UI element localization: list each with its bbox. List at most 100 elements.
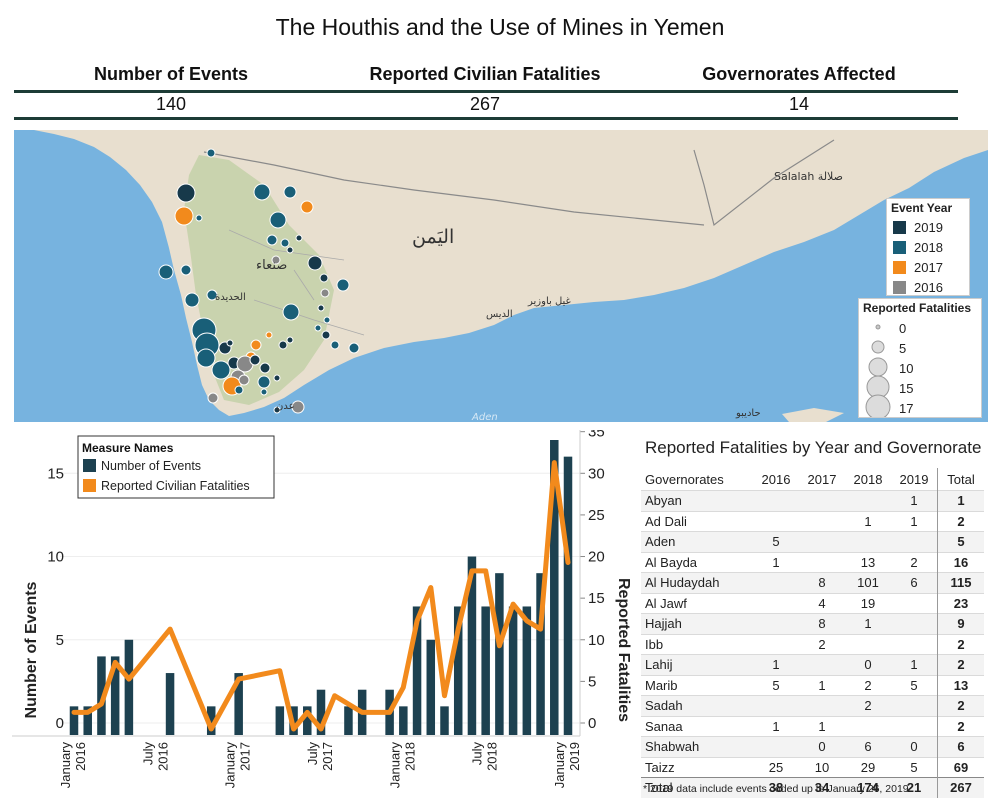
table-row: Ibb 2 2 xyxy=(641,633,984,655)
bar-events[interactable] xyxy=(440,706,449,735)
bar-events[interactable] xyxy=(550,440,559,735)
map-event-point[interactable] xyxy=(234,385,244,395)
map-event-point[interactable] xyxy=(253,183,271,201)
map-event-point[interactable] xyxy=(330,340,340,350)
bar-events[interactable] xyxy=(234,673,243,735)
event-map[interactable]: اليَمن صنعاء الحديدة Salalah صلالة غيل ب… xyxy=(14,130,988,422)
map-event-point[interactable] xyxy=(320,288,330,298)
table-row: Ad Dali 1 1 2 xyxy=(641,510,984,532)
legend-year-2017[interactable]: 2017 xyxy=(887,257,969,277)
map-event-point[interactable] xyxy=(314,324,322,332)
bar-events[interactable] xyxy=(206,706,216,735)
bar-events[interactable] xyxy=(412,606,422,735)
bar-events[interactable] xyxy=(275,706,285,735)
header-total: Total xyxy=(937,468,984,491)
map-label-yemen: اليَمن xyxy=(412,226,455,248)
cell-value: 1 xyxy=(753,654,799,675)
total-value: 38 xyxy=(753,777,799,798)
map-event-point[interactable] xyxy=(158,264,174,280)
map-event-point[interactable] xyxy=(195,214,203,222)
bar-events[interactable] xyxy=(508,606,518,735)
map-event-point[interactable] xyxy=(348,342,360,354)
bar-events[interactable] xyxy=(399,706,408,735)
cell-value xyxy=(799,551,845,573)
bar-events[interactable] xyxy=(69,706,79,735)
map-event-point[interactable] xyxy=(269,211,287,229)
chart-legend[interactable]: Measure Names Number of Events Reported … xyxy=(77,435,275,499)
map-event-point[interactable] xyxy=(206,148,216,158)
map-event-point[interactable] xyxy=(238,374,250,386)
legend-event-year[interactable]: Event Year 2019 2018 2017 2016 xyxy=(886,198,970,296)
map-event-point[interactable] xyxy=(271,255,281,265)
cell-value xyxy=(845,715,891,737)
map-event-point[interactable] xyxy=(300,200,314,214)
bar-events[interactable] xyxy=(110,656,120,735)
map-event-point[interactable] xyxy=(257,375,271,389)
map-event-point[interactable] xyxy=(250,339,262,351)
map-event-point[interactable] xyxy=(295,234,303,242)
cell-value xyxy=(845,531,891,552)
line-fatalities[interactable] xyxy=(71,460,571,732)
map-event-point[interactable] xyxy=(307,255,323,271)
legend-year-2016[interactable]: 2016 xyxy=(887,277,969,297)
table-row: Sadah 2 2 xyxy=(641,695,984,716)
map-event-point[interactable] xyxy=(206,289,218,301)
bar-events[interactable] xyxy=(467,556,477,735)
map-event-point[interactable] xyxy=(323,316,331,324)
map-event-point[interactable] xyxy=(266,234,278,246)
map-event-point[interactable] xyxy=(196,348,216,368)
kpi-events-label: Number of Events xyxy=(93,64,249,84)
map-event-point[interactable] xyxy=(226,339,234,347)
map-event-point[interactable] xyxy=(319,273,329,283)
legend-fatalities-title: Reported Fatalities xyxy=(863,301,972,315)
map-event-point[interactable] xyxy=(280,238,290,248)
map-event-point[interactable] xyxy=(336,278,350,292)
table-row: Sanaa 1 1 2 xyxy=(641,715,984,737)
map-event-point[interactable] xyxy=(273,374,281,382)
map-event-point[interactable] xyxy=(283,185,297,199)
bar-events[interactable] xyxy=(83,706,92,735)
map-event-point[interactable] xyxy=(286,336,294,344)
map-event-point[interactable] xyxy=(259,362,271,374)
map-event-point[interactable] xyxy=(207,392,219,404)
legend-year-2018[interactable]: 2018 xyxy=(887,237,969,257)
bar-events[interactable] xyxy=(165,673,175,735)
map-event-point[interactable] xyxy=(291,400,305,414)
bar-events[interactable] xyxy=(522,606,532,735)
bar-events[interactable] xyxy=(344,706,353,735)
bar-events[interactable] xyxy=(481,606,490,735)
bar-events[interactable] xyxy=(316,689,326,735)
map-event-point[interactable] xyxy=(273,406,281,414)
cell-governorate: Marib xyxy=(641,674,753,696)
map-event-point[interactable] xyxy=(180,264,192,276)
map-event-point[interactable] xyxy=(249,354,261,366)
map-event-point[interactable] xyxy=(184,292,200,308)
bar-events[interactable] xyxy=(124,639,134,735)
map-event-point[interactable] xyxy=(282,303,300,321)
map-event-point[interactable] xyxy=(321,330,331,340)
bar-events[interactable] xyxy=(97,656,106,735)
cell-value xyxy=(891,633,938,655)
map-event-point[interactable] xyxy=(278,340,288,350)
bar-events[interactable] xyxy=(426,639,436,735)
map-event-point[interactable] xyxy=(211,360,231,380)
map-event-point[interactable] xyxy=(260,388,268,396)
legend-year-2019[interactable]: 2019 xyxy=(887,217,969,237)
map-event-point[interactable] xyxy=(265,331,273,339)
legend-reported-fatalities[interactable]: Reported Fatalities 0 5 10 15 17 xyxy=(858,298,982,418)
cell-value: 5 xyxy=(753,674,799,696)
bar-events[interactable] xyxy=(453,606,463,735)
map-event-point[interactable] xyxy=(174,206,194,226)
map-event-point[interactable] xyxy=(317,304,325,312)
map-event-point[interactable] xyxy=(286,246,294,254)
y2-tick-label: 5 xyxy=(588,673,596,690)
map-event-point[interactable] xyxy=(176,183,196,203)
bar-events[interactable] xyxy=(495,573,504,735)
bar-events[interactable] xyxy=(563,456,573,735)
bar-events[interactable] xyxy=(303,706,312,735)
cell-value xyxy=(753,613,799,634)
table-row: Lahij 1 0 1 2 xyxy=(641,654,984,675)
bar-events[interactable] xyxy=(536,573,545,735)
cell-total: 13 xyxy=(937,674,984,696)
